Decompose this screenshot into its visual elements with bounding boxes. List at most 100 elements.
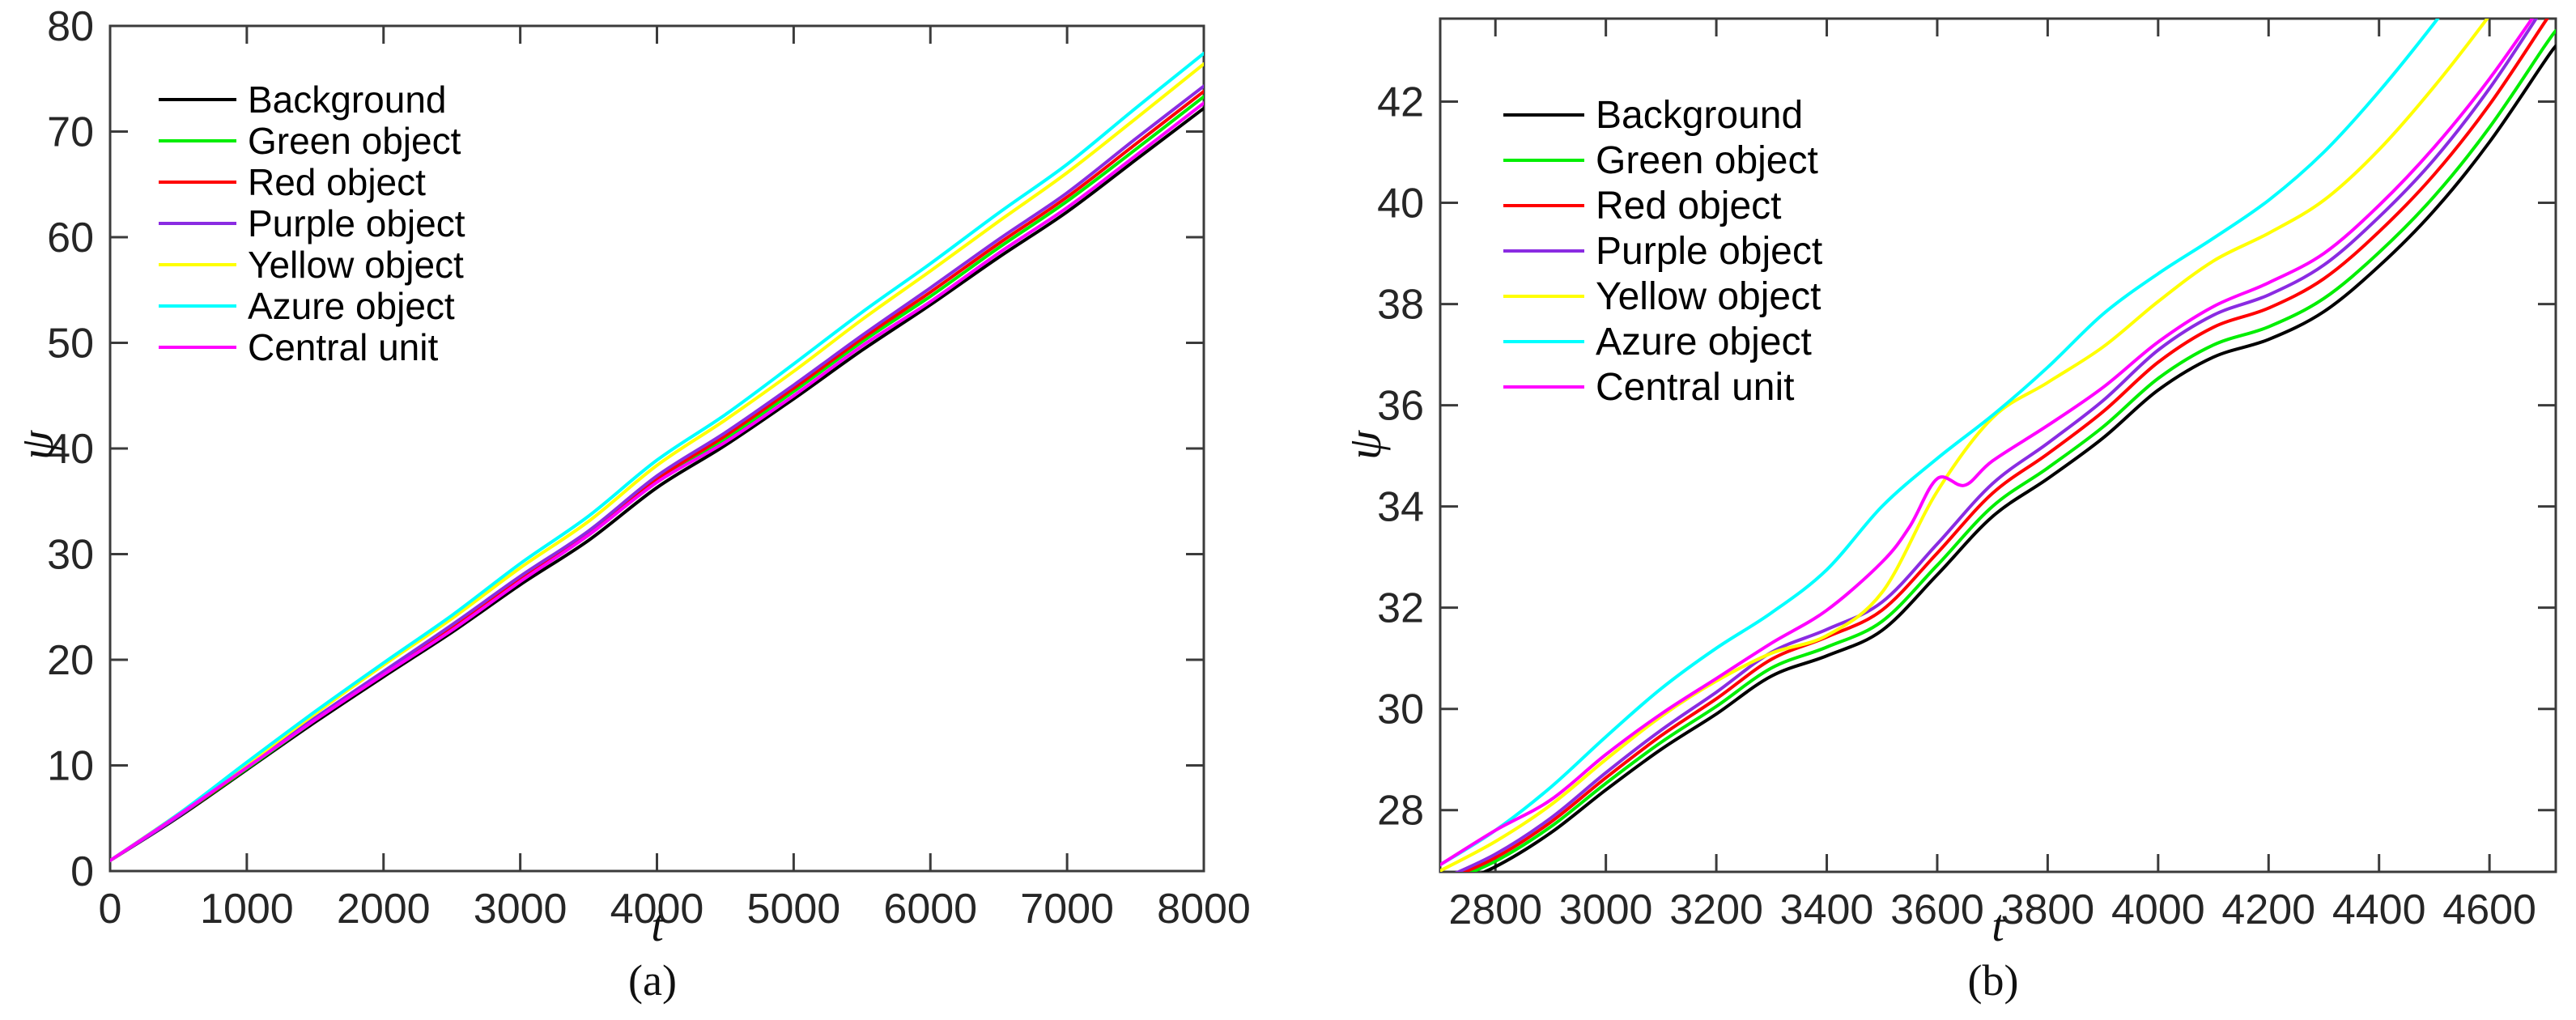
legend-entry-label: Purple object	[1596, 229, 1823, 273]
x-tick-label: 6000	[883, 886, 977, 933]
x-tick-label: 4200	[2221, 886, 2315, 933]
series-line-central-unit-a	[110, 101, 1204, 862]
x-tick-label: 2800	[1448, 886, 1542, 933]
legend-entry: Green object	[1503, 138, 1822, 183]
x-tick-label: 3000	[1559, 886, 1653, 933]
legend-entry-label: Yellow object	[248, 243, 464, 286]
legend-entry: Background	[1503, 92, 1822, 138]
series-group-a	[110, 51, 1204, 862]
legend-line-swatch-icon	[1503, 295, 1584, 298]
y-tick-label: 40	[47, 426, 94, 473]
legend-entry: Central unit	[1503, 364, 1822, 410]
legend-line-swatch-icon	[159, 262, 236, 266]
x-tick-label: 8000	[1157, 886, 1251, 933]
y-tick-label: 10	[47, 743, 94, 790]
legend-entry: Yellow object	[1503, 274, 1822, 319]
legend-entry-label: Background	[1596, 93, 1804, 137]
x-tick-label: 5000	[747, 886, 841, 933]
legend-entry: Red object	[159, 160, 465, 203]
y-tick-label: 32	[1377, 585, 1424, 632]
y-axis-label-a: ψ	[11, 430, 63, 461]
legend-entry: Azure object	[1503, 319, 1822, 364]
series-line-yellow-object-b	[1440, 19, 2489, 872]
legend-entry: Red object	[1503, 183, 1822, 228]
series-line-background-b	[1481, 44, 2556, 872]
axis-ticks-b	[1440, 19, 2556, 872]
chart-panel-a: 0 1000 2000 3000 4000 5000 6000 7000 8000 0 10 20 30…	[47, 3, 1251, 933]
legend-panel-b: Background Green object Red object Purpl…	[1503, 92, 1822, 410]
legend-line-swatch-icon	[1503, 340, 1584, 343]
y-tick-label: 30	[47, 532, 94, 579]
y-axis-label-b: ψ	[1338, 430, 1391, 461]
legend-entry-label: Azure object	[248, 284, 455, 327]
series-line-azure-object-b	[1440, 19, 2440, 867]
legend-line-swatch-icon	[159, 345, 236, 349]
legend-entry-label: Red object	[248, 160, 426, 203]
y-tick-label: 34	[1377, 484, 1424, 531]
legend-line-swatch-icon	[1503, 113, 1584, 117]
series-line-red-object-b	[1461, 19, 2549, 872]
x-tick-label: 4000	[2111, 886, 2205, 933]
legend-entry-label: Red object	[1596, 184, 1782, 227]
legend-line-swatch-icon	[1503, 159, 1584, 162]
legend-entry: Purple object	[1503, 228, 1822, 274]
legend-entry: Yellow object	[159, 243, 465, 286]
chart-panel-b: 2800 3000 3200 3400 3600 3800 4000 4200 4400 4600…	[1377, 17, 2557, 933]
x-tick-label: 3600	[1890, 886, 1984, 933]
y-tick-label: 42	[1377, 79, 1424, 126]
y-tick-label: 40	[1377, 181, 1424, 227]
legend-entry-label: Background	[248, 78, 447, 121]
legend-entry-label: Azure object	[1596, 320, 1812, 363]
legend-line-swatch-icon	[159, 180, 236, 184]
y-tick-label: 38	[1377, 282, 1424, 329]
series-line-central-unit-b	[1440, 19, 2535, 867]
x-tick-label: 3800	[2001, 886, 2095, 933]
axis-box-b	[1439, 17, 2557, 873]
legend-entry: Purple object	[159, 202, 465, 244]
legend-entry: Central unit	[159, 326, 465, 368]
x-axis-label-b: t	[1992, 901, 2004, 951]
x-axis-label-a: t	[651, 901, 664, 951]
series-line-azure-object-a	[110, 51, 1204, 862]
x-tick-label: 0	[99, 886, 122, 933]
x-tick-label: 2000	[337, 886, 431, 933]
y-tick-label: 30	[1377, 686, 1424, 733]
legend-line-swatch-icon	[159, 304, 236, 308]
legend-panel-a: Background Green object Red object Purpl…	[159, 79, 465, 368]
y-tick-label: 36	[1377, 383, 1424, 430]
y-tick-label: 28	[1377, 788, 1424, 835]
y-tick-label: 60	[47, 215, 94, 261]
legend-entry-label: Green object	[248, 119, 461, 162]
axis-ticks-a	[108, 24, 1205, 873]
subplot-caption-b: (b)	[1967, 956, 2019, 1005]
x-tick-label: 4400	[2332, 886, 2426, 933]
series-line-green-object-b	[1468, 29, 2556, 872]
series-group-b	[1440, 19, 2556, 872]
series-line-purple-object-b	[1454, 19, 2539, 872]
series-line-yellow-object-a	[110, 62, 1204, 862]
subplot-caption-a: (a)	[628, 956, 677, 1005]
legend-line-swatch-icon	[1503, 249, 1584, 253]
x-tick-label: 1000	[200, 886, 294, 933]
y-tick-label: 50	[47, 321, 94, 368]
legend-line-swatch-icon	[159, 221, 236, 225]
legend-entry-label: Purple object	[248, 202, 465, 244]
legend-entry-label: Central unit	[248, 325, 439, 368]
x-tick-label: 4000	[610, 886, 704, 933]
legend-line-swatch-icon	[1503, 385, 1584, 389]
legend-line-swatch-icon	[1503, 204, 1584, 207]
x-tick-label: 3400	[1780, 886, 1874, 933]
y-tick-label: 0	[70, 848, 94, 895]
legend-entry: Azure object	[159, 284, 465, 327]
y-tick-label: 20	[47, 637, 94, 684]
y-tick-label: 70	[47, 109, 94, 156]
legend-entry: Green object	[159, 119, 465, 162]
legend-entry-label: Green object	[1596, 138, 1818, 182]
legend-entry-label: Central unit	[1596, 365, 1795, 409]
legend-entry-label: Yellow object	[1596, 274, 1821, 318]
x-tick-label: 3200	[1669, 886, 1763, 933]
x-tick-label: 4600	[2442, 886, 2536, 933]
legend-line-swatch-icon	[159, 97, 236, 101]
